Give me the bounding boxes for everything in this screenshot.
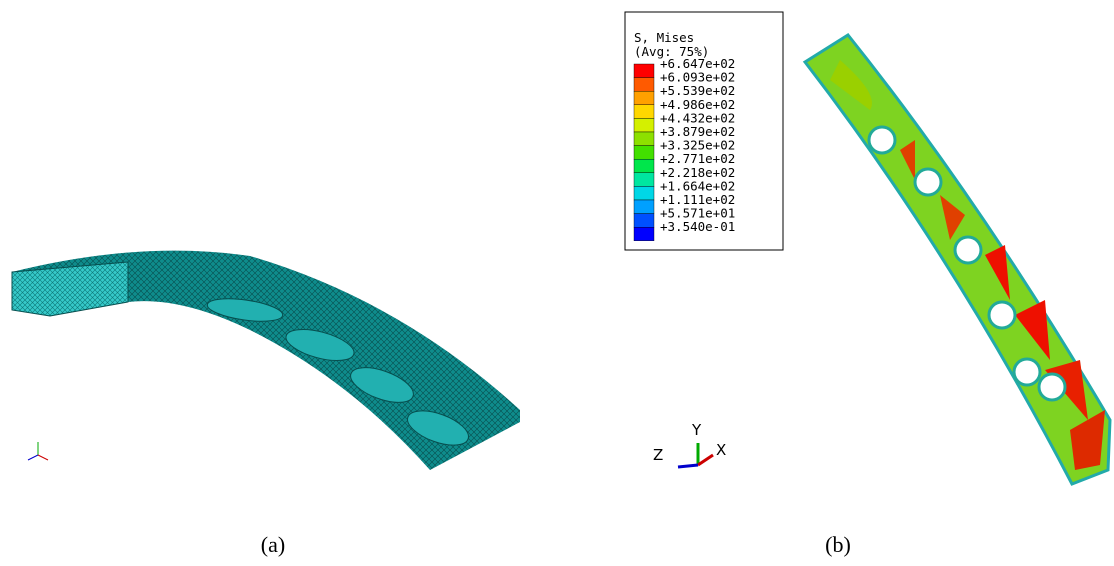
legend-swatch [634,173,654,187]
triad-a [28,442,48,460]
caption: (b) [825,532,851,557]
legend-swatch [634,186,654,200]
axis-z-label: Z [653,446,663,464]
legend-swatch [634,91,654,105]
legend-swatch [634,118,654,132]
legend-swatch [634,159,654,173]
axis-x-label: X [716,441,726,459]
triad-b: Y Z X [653,421,726,467]
legend-swatch [634,132,654,146]
legend-title: S, Mises [634,30,694,45]
page: {"legend": {"title": "S, Mises", "subtit… [0,0,1114,566]
legend: +6.647e+02+6.093e+02+5.539e+02+4.986e+02… [634,56,735,241]
legend-swatch [634,214,654,228]
axis-y-label: Y [691,421,702,439]
legend-label: +3.540e-01 [660,219,735,234]
legend-swatch [634,227,654,241]
legend-swatch [634,105,654,119]
mesh-model [12,251,520,470]
legend-swatch [634,200,654,214]
legend-swatch [634,64,654,78]
legend-swatch [634,78,654,92]
figure: S, Mises (Avg: 75%) +6.647e+02+6.093e+02… [0,0,1114,566]
legend-swatch [634,146,654,160]
caption: (a) [261,532,285,557]
stress-model [805,35,1110,484]
